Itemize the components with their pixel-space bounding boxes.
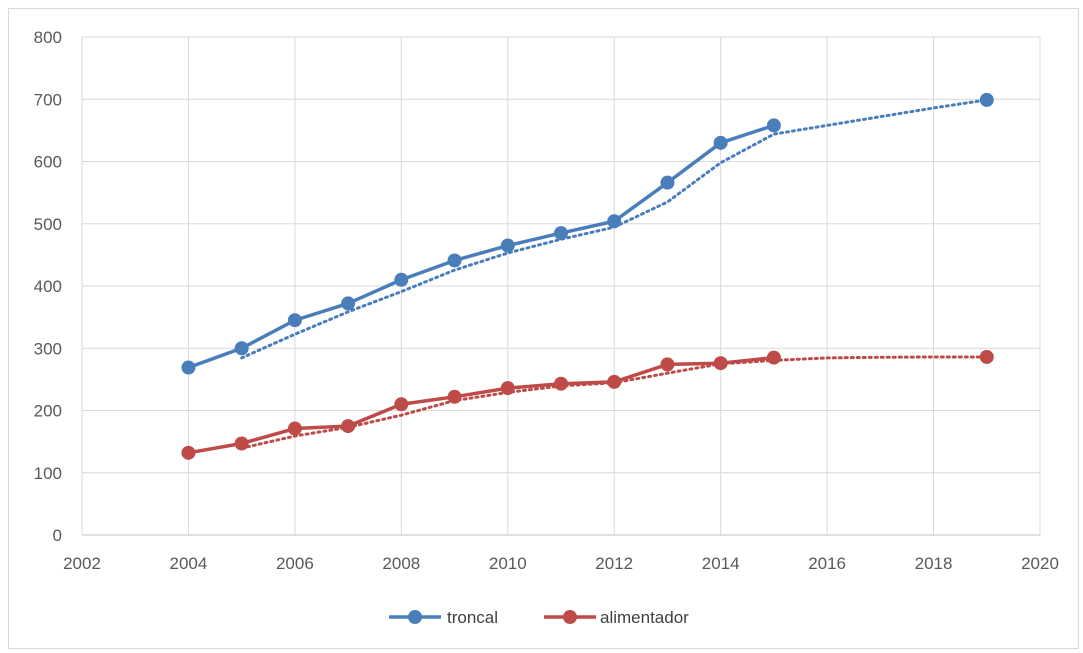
legend-label-alimentador: alimentador	[600, 608, 689, 627]
data-point-alimentador	[979, 349, 994, 364]
y-tick-label: 300	[34, 339, 62, 358]
data-point-alimentador	[713, 356, 728, 371]
legend-label-troncal: troncal	[447, 608, 498, 627]
data-point-troncal	[554, 226, 568, 241]
data-point-troncal	[181, 360, 196, 375]
legend-marker-alimentador	[563, 610, 577, 624]
y-tick-label: 200	[34, 402, 62, 421]
x-tick-label: 2016	[808, 554, 846, 573]
y-tick-label: 100	[34, 464, 62, 483]
data-point-troncal	[394, 272, 409, 287]
x-axis-ticks: 2002 2004 2006 2008 2010 2012 2014 2016 2018 2020	[63, 554, 1059, 573]
data-point-alimentador	[607, 374, 622, 389]
data-point-troncal	[500, 238, 515, 253]
y-tick-label: 0	[53, 526, 62, 545]
data-point-troncal	[713, 135, 728, 150]
data-point-alimentador	[234, 436, 249, 451]
data-point-alimentador	[447, 389, 462, 404]
legend-marker-troncal	[408, 610, 422, 624]
data-point-alimentador	[766, 350, 781, 365]
data-point-troncal	[287, 313, 302, 328]
y-tick-label: 800	[34, 28, 62, 47]
legend: troncal alimentador	[389, 608, 689, 627]
data-point-troncal	[660, 175, 675, 190]
data-point-troncal	[447, 253, 462, 268]
data-point-troncal	[341, 296, 356, 311]
x-tick-label: 2010	[489, 554, 527, 573]
x-tick-label: 2020	[1021, 554, 1059, 573]
x-tick-label: 2006	[276, 554, 314, 573]
data-point-alimentador	[394, 397, 409, 412]
gridlines	[81, 36, 1041, 535]
y-tick-label: 400	[34, 277, 62, 296]
x-tick-label: 2018	[915, 554, 953, 573]
y-tick-label: 600	[34, 153, 62, 172]
data-point-alimentador	[181, 445, 196, 460]
data-point-troncal	[979, 92, 994, 107]
data-point-alimentador	[660, 357, 675, 372]
series-lines	[187, 123, 775, 455]
data-point-alimentador	[554, 376, 568, 391]
data-point-alimentador	[341, 419, 356, 434]
data-point-troncal	[607, 214, 622, 229]
series-line-troncal	[187, 123, 775, 370]
x-tick-label: 2002	[63, 554, 101, 573]
data-point-troncal	[766, 118, 781, 133]
data-point-alimentador	[287, 421, 302, 436]
y-tick-label: 500	[34, 215, 62, 234]
data-point-troncal	[234, 341, 249, 356]
data-points	[181, 92, 994, 460]
y-axis-ticks: 0 100 200 300 400 500 600 700 800	[34, 28, 62, 545]
x-tick-label: 2014	[702, 554, 740, 573]
y-tick-label: 700	[34, 90, 62, 109]
data-point-alimentador	[500, 381, 515, 396]
x-tick-label: 2008	[382, 554, 420, 573]
x-tick-label: 2004	[170, 554, 208, 573]
x-tick-label: 2012	[595, 554, 633, 573]
series-line-alimentador	[188, 355, 775, 455]
